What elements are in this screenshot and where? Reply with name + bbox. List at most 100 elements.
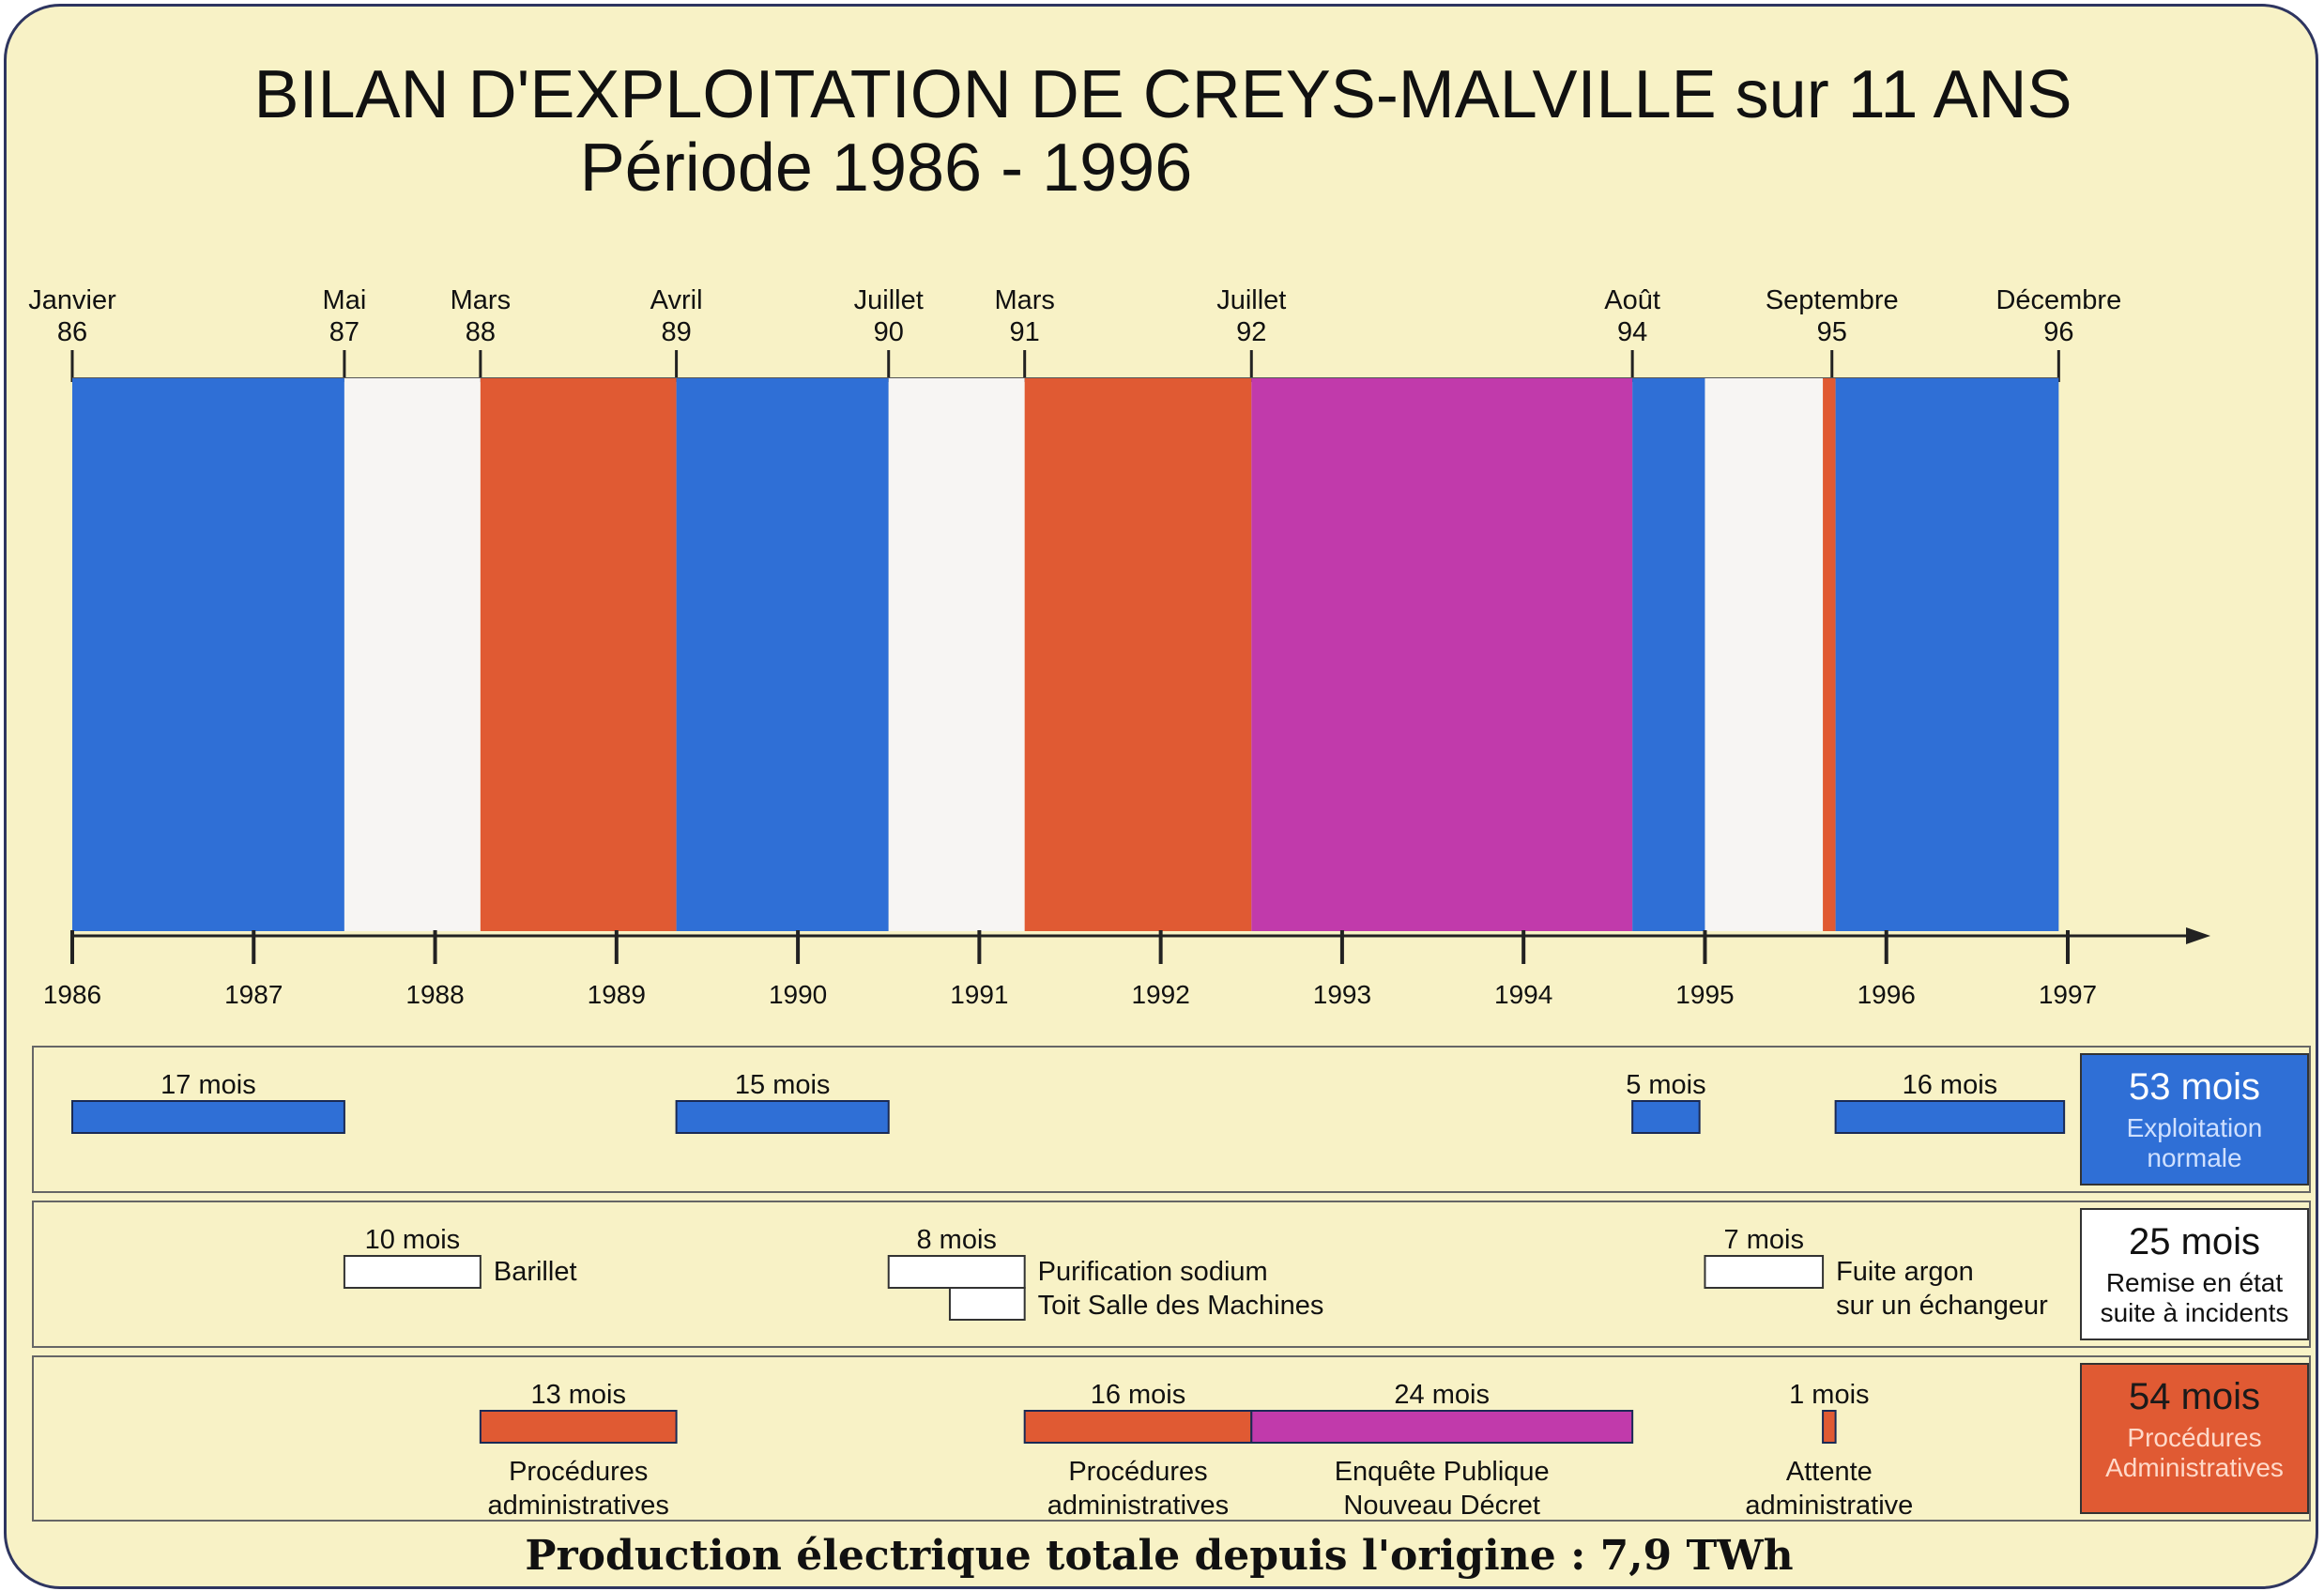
item-label: Purification sodium [1038,1257,1268,1287]
duration-bar [675,1100,890,1134]
duration-bar [479,1410,678,1444]
summary-caption: suite à incidents [2101,1298,2289,1327]
period-label-month: Juillet [854,285,924,315]
item-label: Fuite argon [1836,1257,1974,1287]
timeline-segment-normal [1835,378,2059,931]
summary-total: 25 mois [2129,1221,2260,1262]
summary-total: 53 mois [2129,1066,2260,1108]
x-tick-label: 1997 [2039,980,2097,1009]
x-tick-label: 1996 [1858,980,1916,1009]
timeline-segment-enquete [1251,378,1633,931]
x-axis-arrowhead [2186,927,2210,944]
period-label-month: Avril [650,285,703,315]
x-tick-label: 1994 [1494,980,1552,1009]
duration-bar [887,1255,1026,1289]
period-label-month: Mai [323,285,367,315]
chart-subtitle: Période 1986 - 1996 [580,130,1193,206]
operating-timeline-chart: BILAN D'EXPLOITATION DE CREYS-MALVILLE s… [28,57,2311,1580]
summary-caption: Remise en état [2106,1268,2284,1297]
legend-panel-incidents [32,1201,2311,1348]
period-label-year: 91 [1010,317,1040,347]
duration-bar [1834,1100,2066,1134]
period-label-year: 89 [661,317,691,347]
period-label-month: Janvier [28,285,116,315]
chart-frame: BILAN D'EXPLOITATION DE CREYS-MALVILLE s… [4,4,2318,1589]
duration-label: 13 mois [530,1380,626,1410]
summary-caption: normale [2147,1143,2241,1172]
item-label: Nouveau Décret [1343,1491,1540,1521]
item-label: administrative [1745,1491,1913,1521]
legend-panel-normal [32,1046,2311,1193]
timeline-segments [72,377,2059,931]
item-label: Procédures [1068,1457,1207,1487]
period-label-month: Août [1604,285,1660,315]
x-axis: 1986 1987 1988 1989 1990 1991 1992 1993 1994 1995… [43,927,2210,1009]
summary-box-admin [2080,1363,2309,1514]
footer-total-production: Production électrique totale depuis l'or… [525,1532,1793,1580]
timeline-segment-incident [888,378,1025,931]
x-tick-label: 1987 [224,980,283,1009]
summary-caption: Administratives [2105,1453,2284,1482]
period-label-year: 88 [466,317,496,347]
item-label: administratives [488,1491,669,1521]
item-label: Attente [1786,1457,1873,1487]
summary-caption: Exploitation [2127,1113,2263,1142]
item-label: administratives [1047,1491,1229,1521]
duration-label: 5 mois [1626,1070,1705,1100]
duration-bar-secondary [948,1287,1026,1321]
item-label: Procédures [509,1457,648,1487]
summary-total: 54 mois [2129,1376,2260,1417]
x-tick-label: 1988 [405,980,464,1009]
period-label-month: Septembre [1766,285,1899,315]
legend-panels: 17 mois 15 mois 5 mois 16 mois 53 mois Exploi… [32,1046,2311,1522]
duration-bar [1250,1410,1634,1444]
chart-title: BILAN D'EXPLOITATION DE CREYS-MALVILLE s… [253,57,2072,132]
period-labels: Janvier86Mai87Mars88Avril89Juillet90Mars… [28,285,2121,382]
item-label: Barillet [494,1257,577,1287]
duration-label: 7 mois [1724,1225,1804,1255]
period-label-month: Mars [451,285,511,315]
timeline-segment-incident [344,378,481,931]
duration-bar [1023,1410,1253,1444]
period-label-year: 95 [1817,317,1847,347]
summary-box-incidents [2080,1208,2309,1340]
x-tick-label: 1989 [588,980,646,1009]
duration-label: 1 mois [1789,1380,1869,1410]
x-tick-label: 1993 [1313,980,1371,1009]
period-label-month: Mars [994,285,1054,315]
x-tick-label: 1990 [769,980,827,1009]
x-tick-label: 1992 [1131,980,1189,1009]
duration-label: 17 mois [161,1070,256,1100]
duration-label: 15 mois [735,1070,831,1100]
duration-bar [71,1100,345,1134]
x-tick-label: 1986 [43,980,101,1009]
duration-bar [1822,1410,1837,1444]
period-label-year: 86 [57,317,87,347]
item-label: Toit Salle des Machines [1038,1291,1324,1321]
duration-bar [343,1255,482,1289]
duration-label: 24 mois [1394,1380,1490,1410]
item-label: Enquête Publique [1335,1457,1550,1487]
x-tick-label: 1991 [950,980,1008,1009]
item-label: sur un échangeur [1836,1291,2048,1321]
duration-label: 8 mois [916,1225,996,1255]
duration-bar [1704,1255,1825,1289]
timeline-segment-admin [480,378,677,931]
period-label-year: 96 [2043,317,2073,347]
duration-label: 10 mois [365,1225,461,1255]
period-label-year: 87 [329,317,359,347]
period-label-year: 94 [1617,317,1647,347]
legend-panel-admin [32,1355,2311,1522]
duration-label: 16 mois [1903,1070,1998,1100]
x-tick-label: 1995 [1675,980,1734,1009]
duration-bar [1631,1100,1701,1134]
period-label-month: Juillet [1216,285,1286,315]
timeline-segment-normal [676,378,889,931]
period-label-year: 90 [874,317,904,347]
timeline-segment-incident [1705,378,1824,931]
timeline-segment-normal [1632,378,1705,931]
period-label-month: Décembre [1995,285,2121,315]
summary-box-normal [2080,1053,2309,1186]
summary-caption: Procédures [2127,1423,2261,1452]
duration-label: 16 mois [1091,1380,1186,1410]
